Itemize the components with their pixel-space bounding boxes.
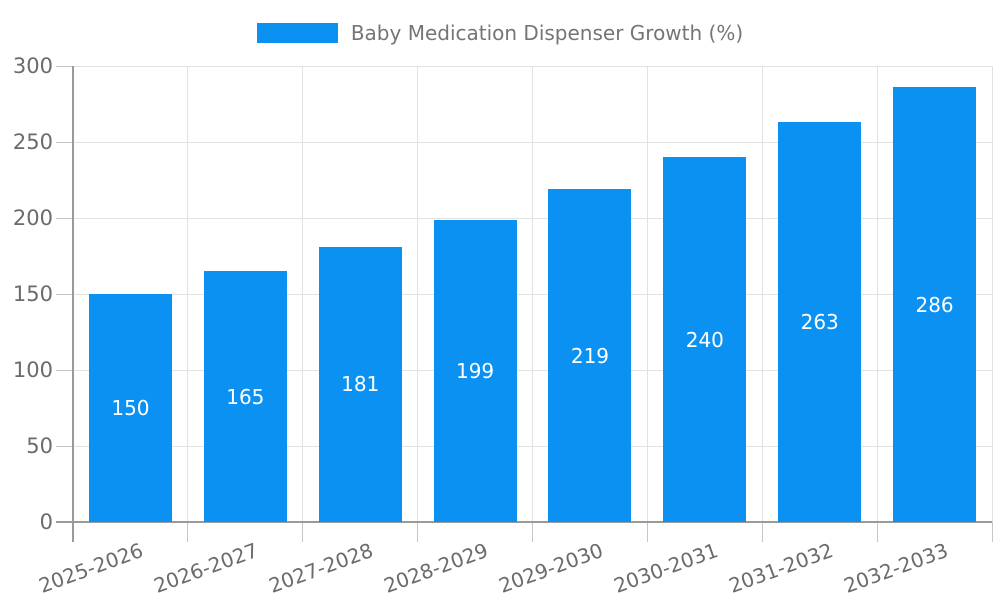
h-gridline [73,217,992,219]
bar-value-label: 286 [915,292,954,317]
x-tick-mark [532,522,533,542]
x-axis-label: 2026-2027 [150,538,262,598]
x-tick-mark [876,522,878,542]
x-axis-label: 2027-2028 [265,538,377,598]
bar-value-label: 263 [800,310,839,335]
bar-value-label: 181 [341,372,380,397]
y-axis-label: 0 [39,510,53,534]
y-tick-mark [56,369,73,371]
h-gridline [73,293,992,295]
x-tick-mark [646,522,648,542]
bar [663,157,747,522]
x-axis-label: 2028-2029 [380,538,492,598]
y-tick-mark [56,65,73,67]
bar-value-label: 199 [455,358,495,383]
y-axis-label: 200 [12,206,53,230]
y-tick-mark [56,141,73,143]
bar [203,271,287,522]
y-tick-mark [56,217,73,219]
x-tick-mark [302,522,304,542]
h-gridline [73,445,992,447]
bar-value-label: 219 [570,343,610,368]
chart-legend[interactable]: Baby Medication Dispenser Growth (%) [0,21,1000,45]
h-gridline [73,369,992,371]
x-axis-label: 2031-2032 [725,538,836,598]
h-gridline [73,141,992,143]
y-axis-line [72,66,74,542]
h-gridline [73,65,992,67]
y-tick-mark [56,445,73,447]
legend-series-label: Baby Medication Dispenser Growth (%) [350,21,744,45]
x-tick-mark [761,522,763,542]
x-axis-label: 2030-2031 [610,538,722,598]
x-axis-line [56,521,992,523]
bar [893,87,977,522]
bar [433,219,517,522]
bar-value-label: 165 [226,384,265,409]
x-axis-label: 2025-2026 [35,538,147,598]
y-axis-label: 300 [12,54,53,78]
bar [318,246,402,522]
bar [88,294,172,522]
x-tick-mark [417,522,419,542]
x-axis-label: 2029-2030 [495,538,607,598]
bar [778,122,862,522]
x-axis-label: 2032-2033 [840,538,951,598]
y-axis-label: 50 [26,434,53,458]
bar-value-label: 150 [111,396,150,420]
x-tick-mark [187,522,189,542]
bar-value-label: 240 [685,327,724,352]
y-tick-mark [56,293,73,295]
y-axis-label: 250 [12,130,53,154]
legend-swatch [256,23,338,43]
y-axis-label: 100 [12,358,53,382]
y-axis-label: 150 [12,282,53,306]
v-gridline [991,66,993,522]
x-tick-mark [991,522,993,542]
bar [548,189,632,522]
